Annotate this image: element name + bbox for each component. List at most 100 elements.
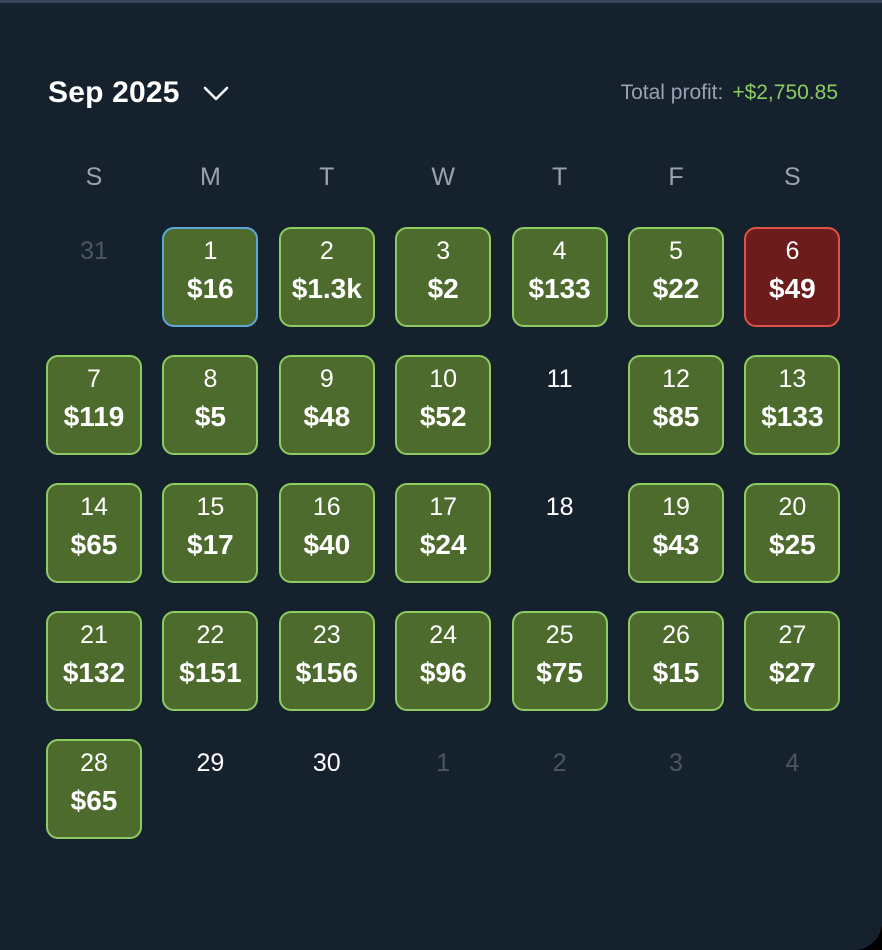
day-number: 5	[669, 237, 683, 265]
month-selector[interactable]: Sep 2025	[48, 76, 230, 110]
day-cell[interactable]: 30	[279, 739, 375, 839]
day-number: 2	[552, 749, 567, 777]
day-amount: $27	[769, 657, 816, 688]
day-amount: $49	[769, 273, 816, 304]
day-cell[interactable]: 23 $156	[278, 611, 375, 711]
day-amount: $43	[652, 529, 700, 560]
total-profit: Total profit: +$2,750.85	[621, 81, 838, 105]
day-number: 18	[545, 493, 574, 521]
day-amount: $75	[536, 657, 583, 688]
day-cell[interactable]: 5 $22	[628, 227, 724, 327]
day-cell[interactable]: 26 $15	[628, 611, 724, 711]
day-amount: $132	[62, 657, 126, 688]
day-cell[interactable]: 11	[512, 355, 608, 455]
day-cell: 2	[512, 739, 608, 839]
day-amount: $133	[528, 273, 591, 304]
weekday-label: W	[431, 163, 455, 191]
weekday-label: F	[668, 163, 684, 191]
day-cell[interactable]: 9 $48	[278, 355, 375, 455]
day-amount: $1.3k	[291, 273, 362, 304]
day-number: 6	[785, 237, 800, 265]
day-cell[interactable]: 17 $24	[395, 483, 492, 583]
day-number: 4	[552, 237, 567, 265]
day-cell[interactable]: 6 $49	[744, 227, 841, 327]
day-number: 17	[429, 493, 458, 521]
day-number: 27	[778, 621, 807, 649]
day-amount: $15	[652, 657, 700, 688]
day-number: 26	[662, 621, 690, 649]
day-cell: 4	[744, 739, 840, 839]
day-cell[interactable]: 10 $52	[395, 355, 492, 455]
day-number: 13	[778, 365, 807, 393]
day-amount: $151	[179, 657, 242, 688]
day-cell[interactable]: 24 $96	[395, 611, 492, 711]
day-cell[interactable]: 7 $119	[46, 355, 142, 455]
chevron-down-icon[interactable]	[202, 83, 230, 103]
day-cell[interactable]: 4 $133	[511, 227, 608, 327]
day-number: 9	[319, 365, 334, 393]
day-amount: $16	[187, 273, 234, 304]
day-cell[interactable]: 2 $1.3k	[278, 227, 375, 327]
day-number: 22	[196, 621, 225, 649]
day-number: 7	[87, 365, 101, 393]
day-amount: $52	[419, 401, 467, 432]
day-amount: $119	[63, 401, 125, 432]
day-cell[interactable]: 28 $65	[46, 739, 142, 839]
month-label: Sep 2025	[48, 76, 180, 109]
day-amount: $48	[303, 401, 351, 432]
day-cell[interactable]: 12 $85	[628, 355, 724, 455]
day-number: 8	[203, 365, 218, 393]
day-number: 19	[662, 493, 690, 521]
weekday-label: M	[199, 163, 221, 191]
day-number: 31	[80, 237, 108, 265]
day-amount: $24	[419, 529, 467, 560]
calendar-header: Sep 2025 Total profit: +$2,750.85	[48, 73, 838, 113]
day-cell[interactable]: 27 $27	[744, 611, 841, 711]
day-cell[interactable]: 22 $151	[162, 611, 259, 711]
day-cell[interactable]: 29	[162, 739, 258, 839]
day-cell[interactable]: 3 $2	[395, 227, 492, 327]
day-amount: $22	[652, 273, 700, 304]
day-cell[interactable]: 8 $5	[162, 355, 259, 455]
calendar-grid: 31 1 $16 2 $1.3k 3 $2 4 $133 5 $22 6 $49 7 $119 8 $5 9 $48…	[46, 227, 841, 839]
day-number: 3	[436, 237, 451, 265]
day-cell: 3	[628, 739, 724, 839]
day-cell: 31	[46, 227, 142, 327]
day-amount: $85	[652, 401, 700, 432]
day-cell[interactable]: 13 $133	[744, 355, 841, 455]
day-cell[interactable]: 19 $43	[628, 483, 724, 583]
day-number: 30	[312, 749, 341, 777]
day-number: 2	[319, 237, 334, 265]
day-cell[interactable]: 15 $17	[162, 483, 259, 583]
total-profit-value: +$2,750.85	[732, 81, 838, 104]
day-cell[interactable]: 14 $65	[46, 483, 142, 583]
day-amount: $156	[295, 657, 358, 688]
day-number: 14	[80, 493, 108, 521]
day-cell[interactable]: 21 $132	[46, 611, 142, 711]
day-cell[interactable]: 18	[512, 483, 608, 583]
day-number: 1	[203, 237, 218, 265]
day-number: 4	[785, 749, 800, 777]
day-amount: $65	[70, 785, 118, 816]
day-number: 10	[429, 365, 458, 393]
day-amount: $65	[70, 529, 118, 560]
day-amount: $5	[194, 401, 226, 432]
weekday-label: T	[319, 163, 335, 191]
day-number: 1	[436, 749, 451, 777]
day-cell[interactable]: 20 $25	[744, 483, 841, 583]
day-number: 29	[196, 749, 225, 777]
weekday-label: S	[784, 163, 801, 191]
day-cell[interactable]: 16 $40	[278, 483, 375, 583]
day-number: 25	[545, 621, 574, 649]
day-amount: $25	[769, 529, 816, 560]
total-profit-label: Total profit:	[620, 81, 724, 104]
day-amount: $40	[303, 529, 351, 560]
day-number: 12	[662, 365, 690, 393]
day-cell[interactable]: 1 $16	[162, 227, 259, 327]
day-number: 21	[80, 621, 108, 649]
day-amount: $133	[761, 401, 824, 432]
day-cell: 1	[395, 739, 491, 839]
day-cell[interactable]: 25 $75	[511, 611, 608, 711]
day-number: 3	[669, 749, 683, 777]
